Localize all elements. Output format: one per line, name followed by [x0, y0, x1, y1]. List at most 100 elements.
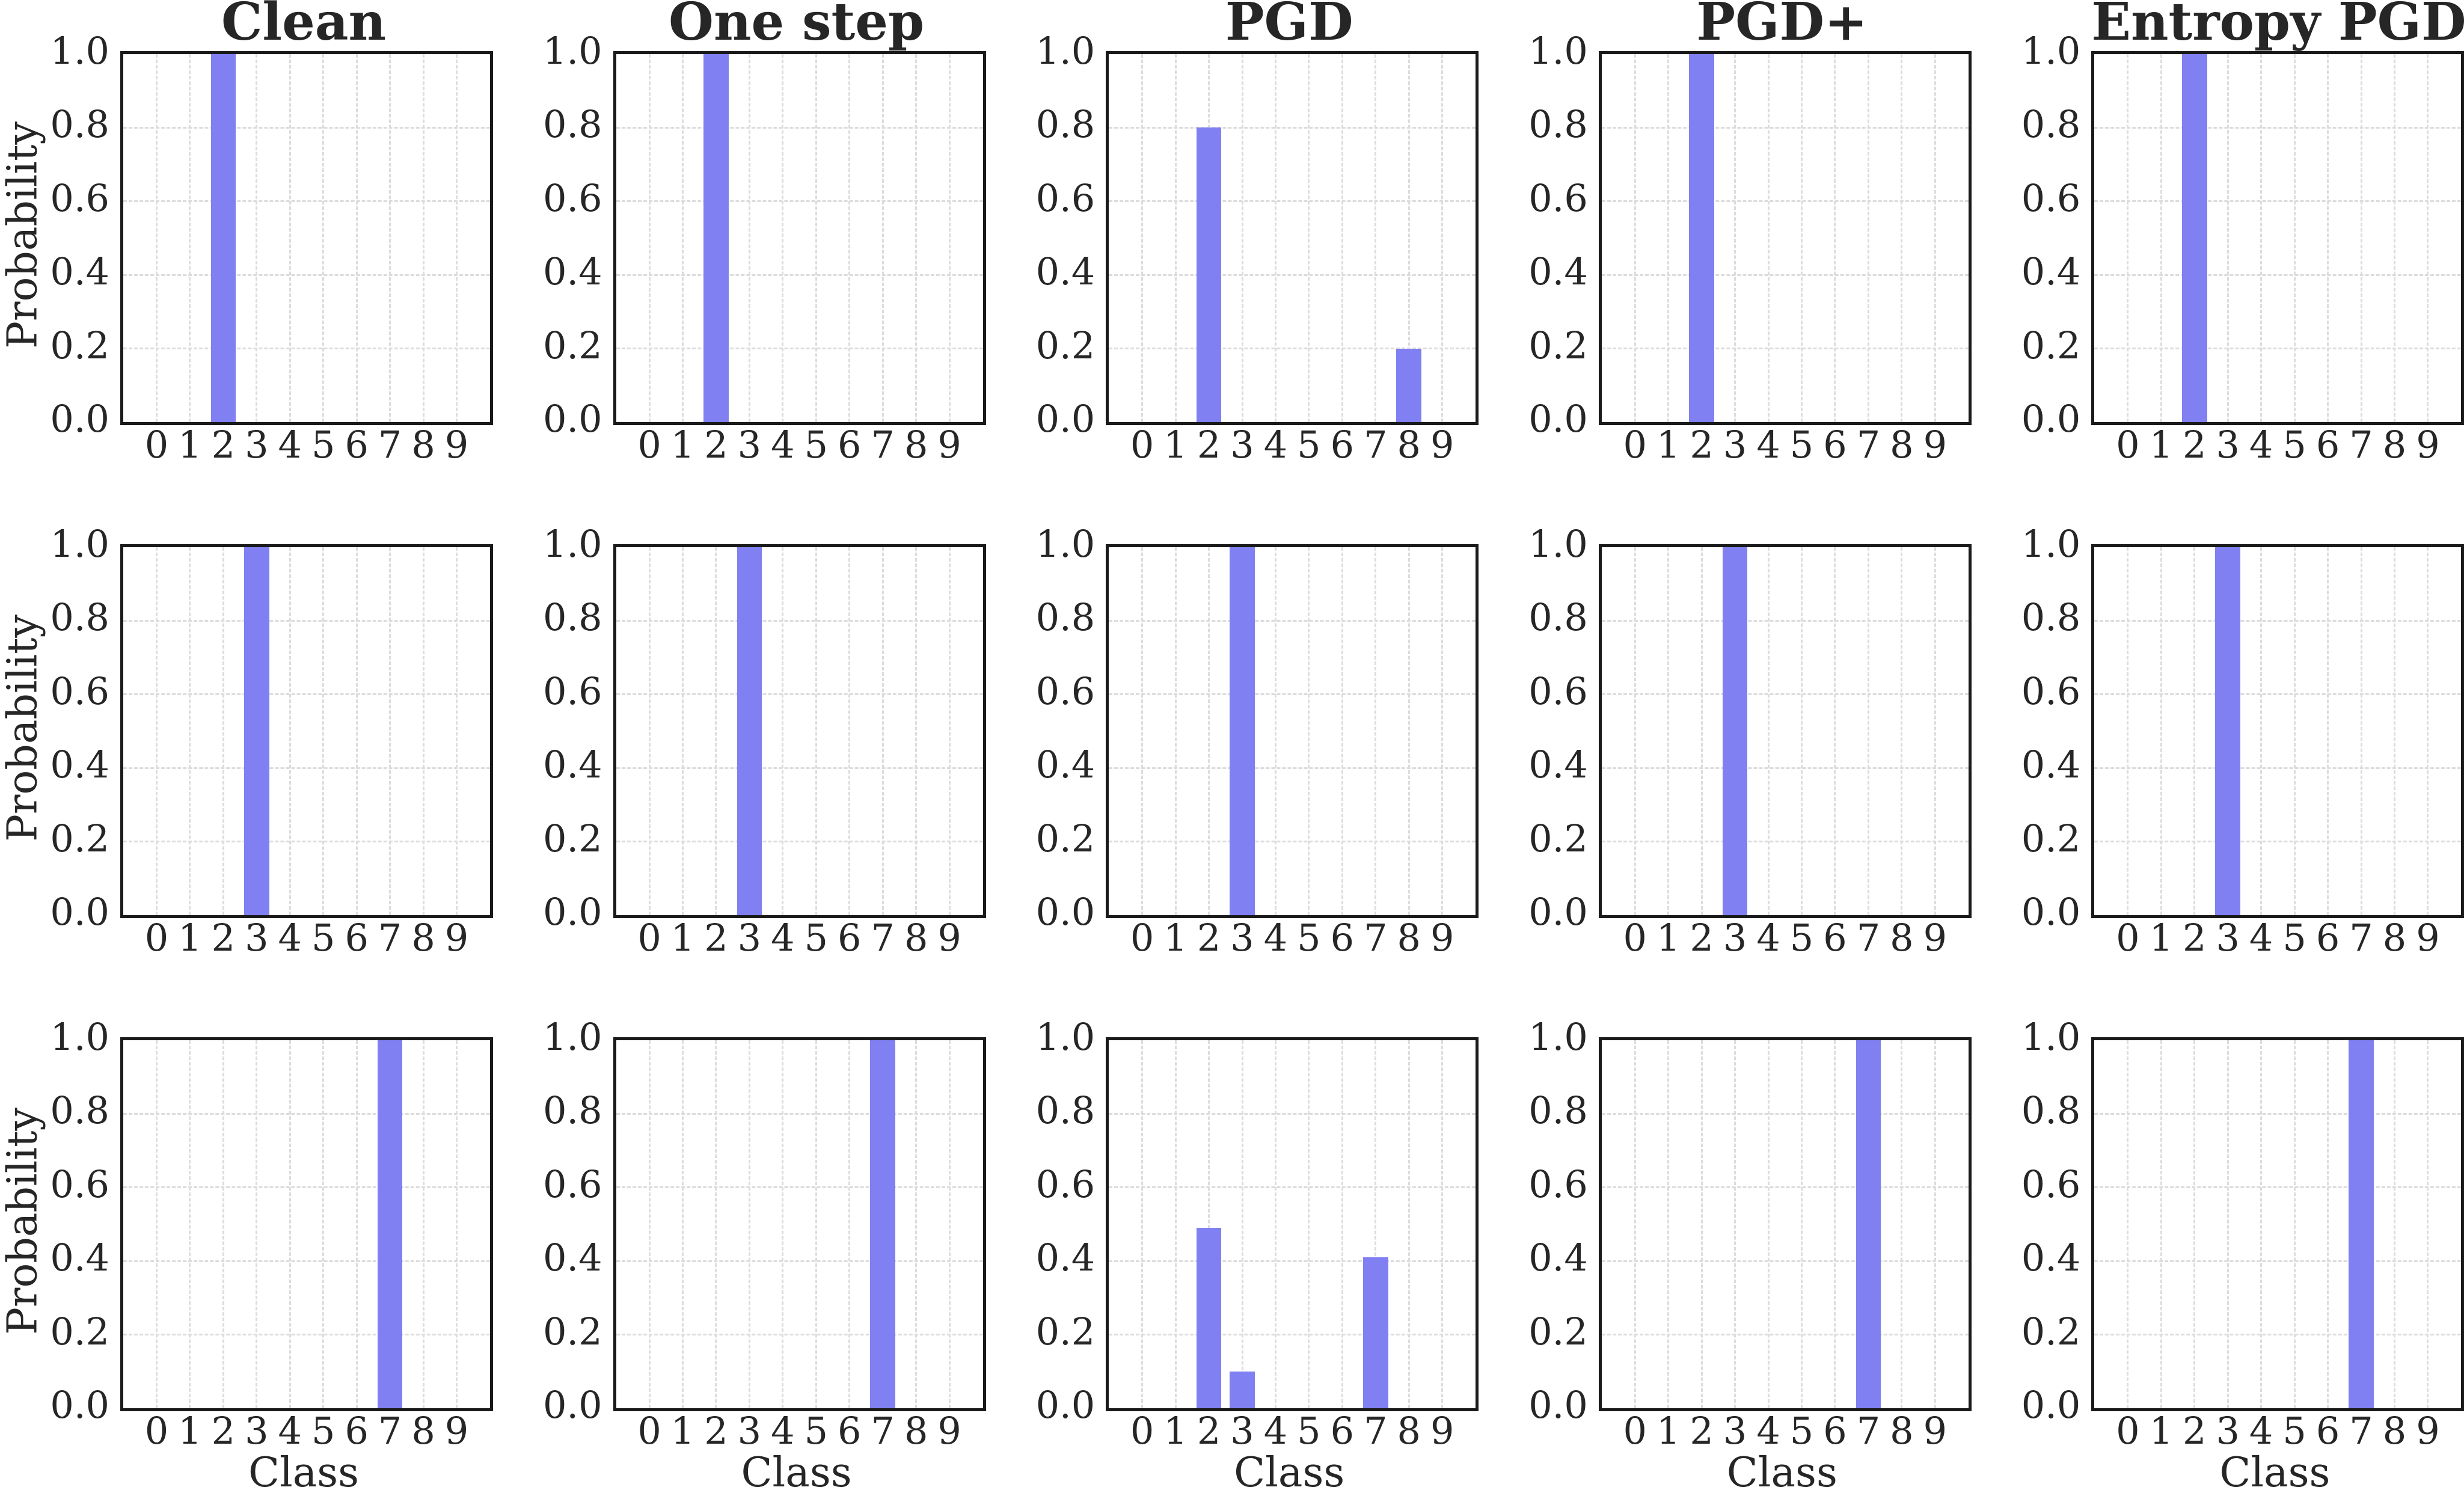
gridline-vertical: [2293, 547, 2296, 915]
gridline-horizontal: [616, 274, 983, 276]
gridline-horizontal: [123, 1334, 490, 1336]
gridline-horizontal: [123, 693, 490, 696]
y-tick-label: 0.6: [1035, 176, 1096, 220]
y-tick-label: 1.0: [50, 1015, 109, 1059]
gridline-vertical: [1308, 1040, 1310, 1408]
gridline-vertical: [782, 1040, 784, 1408]
gridline-vertical: [1141, 54, 1144, 422]
x-tick-label: 8: [411, 423, 435, 467]
y-tick-label: 0.8: [1528, 1088, 1588, 1133]
subplot-2-1: 0.0 0.2 0.4 0.6 0.8 1.0 0 1 2 3 4 5 6 7 8 9 Class: [493, 986, 986, 1496]
gridline-horizontal: [2094, 767, 2462, 769]
x-tick-label: 6: [1823, 423, 1847, 467]
x-tick-label: 6: [2315, 1409, 2340, 1453]
subplot-0-4: Entropy PGD 0.0 0.2 0.4 0.6 0.8 1.0 0 1 2 3 4 5 6 7 8 9: [1971, 0, 2464, 493]
gridline-vertical: [389, 547, 391, 915]
gridline-horizontal: [1109, 200, 1476, 203]
x-tick-label: 0: [2116, 1409, 2140, 1453]
gridline-vertical: [648, 1040, 651, 1408]
gridline-vertical: [422, 1040, 424, 1408]
gridline-vertical: [648, 54, 651, 422]
x-tick-label: 1: [2149, 1409, 2174, 1453]
x-tick-label: 7: [871, 916, 895, 960]
gridline-vertical: [456, 547, 458, 915]
x-tick-label: 1: [178, 423, 202, 467]
y-tick-label: 0.6: [1528, 1162, 1588, 1206]
gridline-vertical: [1901, 1040, 1903, 1408]
gridline-horizontal: [1109, 274, 1476, 276]
y-tick-label: 1.0: [50, 522, 109, 566]
x-tick-label: 2: [2183, 1409, 2207, 1453]
y-tick-label: 1.0: [2021, 29, 2081, 73]
bar-class-7: [870, 1040, 895, 1408]
gridline-vertical: [1375, 547, 1377, 915]
axes-box: [2091, 51, 2464, 425]
x-tick-label: 3: [1230, 1409, 1254, 1453]
y-tick-label: 1.0: [542, 522, 602, 566]
y-tick-label: 0.8: [50, 102, 109, 147]
x-tick-label: 4: [771, 1409, 795, 1453]
x-tick-label: 1: [2149, 423, 2174, 467]
axes-box: [2091, 544, 2464, 918]
x-tick-label: 4: [1756, 423, 1780, 467]
y-tick-label: 1.0: [542, 1015, 602, 1059]
y-tick-label: 1.0: [542, 29, 602, 73]
x-tick-label: 0: [2116, 916, 2140, 960]
y-tick-label: 0.6: [542, 669, 602, 713]
gridline-vertical: [322, 54, 325, 422]
plot-area: [123, 547, 490, 915]
gridline-horizontal: [616, 841, 983, 843]
x-tick-label: 9: [1430, 1409, 1454, 1453]
gridline-vertical: [1767, 54, 1770, 422]
gridline-vertical: [1934, 1040, 1936, 1408]
gridline-vertical: [815, 54, 817, 422]
gridline-horizontal: [123, 348, 490, 350]
x-tick-label: 5: [2282, 423, 2306, 467]
x-axis-label: Class: [2219, 1449, 2331, 1496]
gridline-vertical: [155, 547, 158, 915]
gridline-vertical: [648, 547, 651, 915]
x-tick-label: 3: [245, 916, 269, 960]
gridline-horizontal: [1109, 126, 1476, 129]
subplot-2-0: 0.0 0.2 0.4 0.6 0.8 1.0 0 1 2 3 4 5 6 7 8 9 Class Probabi…: [0, 986, 493, 1496]
gridline-vertical: [1734, 1040, 1736, 1408]
gridline-horizontal: [616, 126, 983, 129]
plot-area: [1109, 54, 1476, 422]
gridline-horizontal: [1109, 1334, 1476, 1336]
x-tick-label: 7: [378, 916, 402, 960]
x-tick-label: 4: [278, 1409, 302, 1453]
x-tick-label: 9: [2416, 423, 2440, 467]
gridline-vertical: [715, 1040, 717, 1408]
bar-class-2: [703, 54, 729, 422]
bar-class-8: [1396, 348, 1422, 422]
gridline-vertical: [289, 547, 291, 915]
gridline-vertical: [2327, 54, 2329, 422]
subplot-0-0: Clean 0.0 0.2 0.4 0.6 0.8 1.0 0 1 2 3 4 5 6 7 8 9 Probabi…: [0, 0, 493, 493]
gridline-vertical: [2293, 1040, 2296, 1408]
x-tick-label: 1: [1163, 916, 1188, 960]
x-tick-label: 9: [1923, 1409, 1948, 1453]
y-tick-label: 0.0: [542, 397, 602, 441]
y-tick-label: 0.2: [50, 323, 109, 367]
gridline-vertical: [1408, 1040, 1410, 1408]
y-tick-label: 0.6: [542, 176, 602, 220]
x-tick-label: 9: [937, 916, 961, 960]
gridline-horizontal: [1601, 619, 1969, 622]
bar-class-7: [1363, 1257, 1388, 1408]
y-tick-label: 1.0: [50, 29, 109, 73]
y-tick-label: 0.2: [1035, 816, 1096, 860]
x-tick-label: 3: [1230, 916, 1254, 960]
gridline-vertical: [1274, 547, 1276, 915]
x-tick-label: 9: [1430, 423, 1454, 467]
gridline-horizontal: [2094, 619, 2462, 622]
bar-class-2: [2181, 54, 2207, 422]
gridline-horizontal: [1601, 1186, 1969, 1189]
gridline-horizontal: [1109, 348, 1476, 350]
x-tick-label: 7: [378, 423, 402, 467]
x-tick-label: 3: [2216, 423, 2240, 467]
bar-class-3: [2215, 547, 2240, 915]
gridline-vertical: [1734, 54, 1736, 422]
y-tick-label: 0.2: [542, 1309, 602, 1353]
x-tick-label: 0: [1130, 916, 1154, 960]
gridline-horizontal: [2094, 841, 2462, 843]
